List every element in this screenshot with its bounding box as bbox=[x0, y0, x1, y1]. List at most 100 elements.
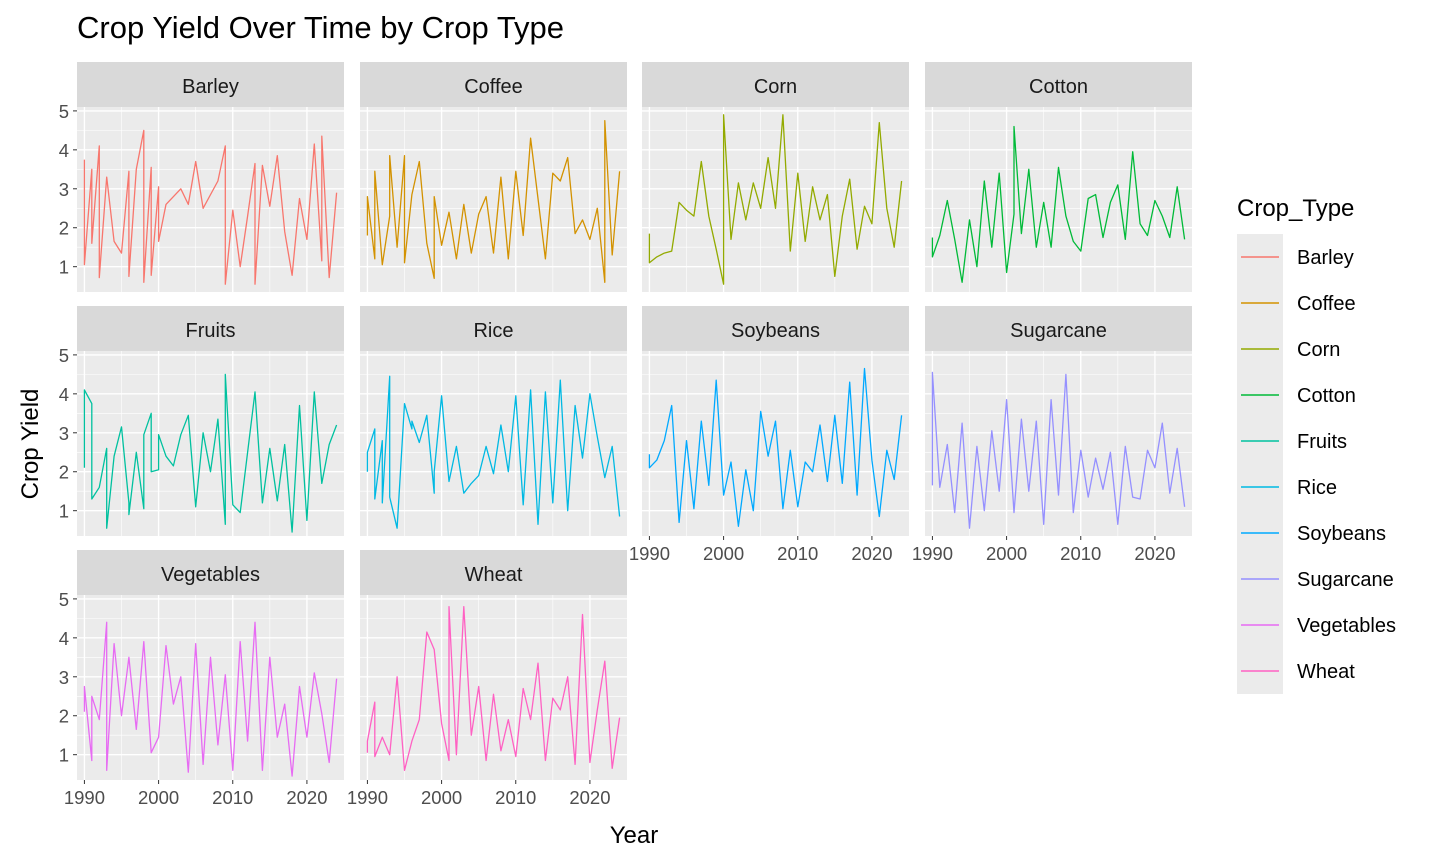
legend-label: Vegetables bbox=[1297, 615, 1396, 637]
facet-strip bbox=[77, 62, 344, 107]
series-line-soybeans bbox=[648, 367, 903, 527]
x-tick-label: 2010 bbox=[1060, 543, 1101, 564]
x-tick-label: 2020 bbox=[286, 787, 327, 808]
x-tick-label: 2000 bbox=[986, 543, 1027, 564]
legend-label: Wheat bbox=[1297, 661, 1355, 683]
series-line-sugarcane bbox=[931, 371, 1186, 529]
y-tick-label: 4 bbox=[59, 384, 69, 405]
y-tick-label: 5 bbox=[59, 589, 69, 610]
chart-title: Crop Yield Over Time by Crop Type bbox=[77, 10, 565, 45]
legend-item-wheat: Wheat bbox=[1241, 661, 1355, 683]
facet-strip-label: Wheat bbox=[465, 564, 523, 586]
x-tick-label: 1990 bbox=[912, 543, 953, 564]
panel-background bbox=[77, 595, 344, 780]
legend-label: Barley bbox=[1297, 247, 1354, 269]
y-axis-title: Crop Yield bbox=[17, 389, 44, 500]
y-tick-label: 1 bbox=[59, 745, 69, 766]
panel-background bbox=[360, 595, 627, 780]
legend-label: Corn bbox=[1297, 339, 1340, 361]
series-line-corn bbox=[648, 114, 903, 285]
facet-strip-label: Coffee bbox=[464, 76, 523, 98]
series-line-rice bbox=[366, 375, 621, 529]
facet-strip bbox=[925, 306, 1192, 351]
facet-strip-label: Rice bbox=[473, 320, 513, 342]
facet-strip-label: Vegetables bbox=[161, 564, 260, 586]
legend-item-sugarcane: Sugarcane bbox=[1241, 569, 1394, 591]
x-tick-label: 2020 bbox=[569, 787, 610, 808]
legend-label: Rice bbox=[1297, 477, 1337, 499]
legend-key-background bbox=[1237, 234, 1283, 694]
facet-strip-label: Corn bbox=[754, 76, 797, 98]
facet-strip bbox=[360, 62, 627, 107]
facet-strip-label: Soybeans bbox=[731, 320, 820, 342]
x-axis-title: Year bbox=[610, 822, 659, 849]
series-line-vegetables bbox=[83, 621, 338, 777]
x-tick-label: 2020 bbox=[1134, 543, 1175, 564]
facet-panel-soybeans: Soybeans 1990 2000 2010 2020 bbox=[629, 306, 909, 564]
x-tick-label: 1990 bbox=[629, 543, 670, 564]
y-tick-label: 2 bbox=[59, 218, 69, 239]
facet-strip bbox=[925, 62, 1192, 107]
facet-strip bbox=[77, 550, 344, 595]
legend-item-soybeans: Soybeans bbox=[1241, 523, 1386, 545]
legend-title: Crop_Type bbox=[1237, 195, 1354, 222]
facet-panel-barley: Barley 1 2 3 4 5 bbox=[59, 62, 344, 292]
facet-panel-rice: Rice bbox=[360, 306, 627, 536]
y-tick-label: 1 bbox=[59, 501, 69, 522]
facet-strip-label: Barley bbox=[182, 76, 239, 98]
facet-strip-label: Sugarcane bbox=[1010, 320, 1107, 342]
legend-item-barley: Barley bbox=[1241, 247, 1354, 269]
y-tick-label: 1 bbox=[59, 257, 69, 278]
legend-item-rice: Rice bbox=[1241, 477, 1337, 499]
series-line-coffee bbox=[366, 119, 621, 283]
panel-background bbox=[925, 107, 1192, 292]
facet-panel-vegetables: Vegetables 1 2 3 4 5 1990 2000 2010 2020 bbox=[59, 550, 344, 808]
x-tick-label: 2000 bbox=[703, 543, 744, 564]
x-tick-label: 1990 bbox=[347, 787, 388, 808]
facet-strip bbox=[360, 550, 627, 595]
series-line-cotton bbox=[931, 125, 1186, 283]
panel-background bbox=[77, 107, 344, 292]
panel-background bbox=[360, 351, 627, 536]
facet-panel-fruits: Fruits 1 2 3 4 5 bbox=[59, 306, 344, 536]
y-tick-label: 2 bbox=[59, 706, 69, 727]
y-tick-label: 4 bbox=[59, 628, 69, 649]
x-tick-label: 2010 bbox=[495, 787, 536, 808]
legend-item-vegetables: Vegetables bbox=[1241, 615, 1396, 637]
panel-background bbox=[642, 351, 909, 536]
facet-strip bbox=[642, 62, 909, 107]
facet-strip bbox=[642, 306, 909, 351]
legend-label: Cotton bbox=[1297, 385, 1356, 407]
y-tick-label: 4 bbox=[59, 140, 69, 161]
series-line-wheat bbox=[366, 606, 621, 771]
y-tick-label: 5 bbox=[59, 101, 69, 122]
x-tick-label: 1990 bbox=[64, 787, 105, 808]
y-tick-label: 2 bbox=[59, 462, 69, 483]
x-tick-label: 2000 bbox=[421, 787, 462, 808]
panel-background bbox=[360, 107, 627, 292]
facet-panel-sugarcane: Sugarcane 1990 2000 2010 2020 bbox=[912, 306, 1192, 564]
facet-panel-coffee: Coffee bbox=[360, 62, 627, 292]
legend-label: Sugarcane bbox=[1297, 569, 1394, 591]
facet-panel-wheat: Wheat 1990 2000 2010 2020 bbox=[347, 550, 627, 808]
facet-panels: Barley 1 2 3 4 5 Coffee Corn Cotton Fruits 1 2 3 4 5 Ri… bbox=[59, 62, 1192, 808]
legend-item-fruits: Fruits bbox=[1241, 431, 1347, 453]
y-tick-label: 3 bbox=[59, 667, 69, 688]
x-tick-label: 2010 bbox=[777, 543, 818, 564]
y-tick-label: 3 bbox=[59, 179, 69, 200]
x-tick-label: 2000 bbox=[138, 787, 179, 808]
series-line-fruits bbox=[83, 373, 338, 533]
legend-item-corn: Corn bbox=[1241, 339, 1340, 361]
panel-background bbox=[642, 107, 909, 292]
facet-strip-label: Fruits bbox=[186, 320, 236, 342]
axes: Crop Yield Year bbox=[17, 389, 658, 849]
facet-strip bbox=[360, 306, 627, 351]
y-tick-label: 3 bbox=[59, 423, 69, 444]
legend-item-coffee: Coffee bbox=[1241, 293, 1356, 315]
legend-label: Coffee bbox=[1297, 293, 1356, 315]
y-tick-label: 5 bbox=[59, 345, 69, 366]
x-tick-label: 2020 bbox=[851, 543, 892, 564]
facet-panel-corn: Corn bbox=[642, 62, 909, 292]
legend-label: Soybeans bbox=[1297, 523, 1386, 545]
